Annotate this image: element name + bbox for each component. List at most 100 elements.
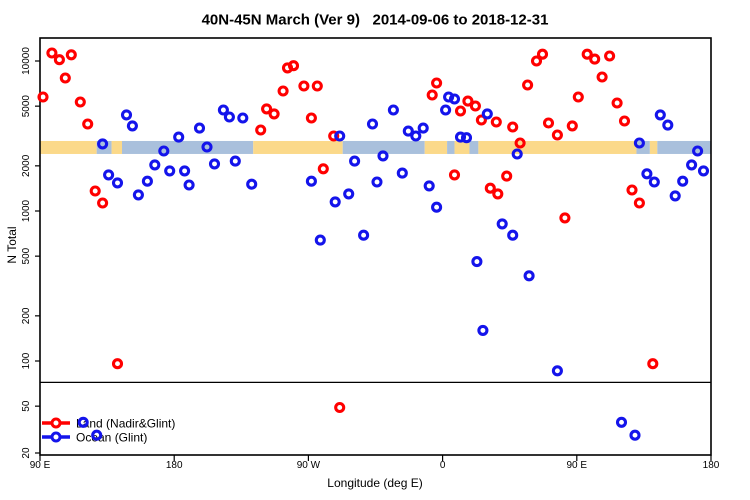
x-tick-label: 90 W: [297, 460, 321, 471]
scatter-point-ocean: [511, 148, 523, 160]
legend-marker-icon: [50, 417, 62, 429]
scatter-point-land: [287, 60, 300, 72]
scatter-point-land: [507, 121, 519, 133]
scatter-point-ocean: [126, 120, 138, 132]
surface-band-ocean: [657, 140, 711, 154]
scatter-point-ocean: [417, 122, 429, 134]
scatter-point-ocean: [633, 137, 645, 149]
scatter-point-land: [492, 188, 504, 200]
scatter-point-land: [334, 401, 346, 414]
scatter-point-ocean: [305, 175, 317, 187]
x-tick-label: 90 E: [30, 460, 51, 471]
scatter-point-ocean: [523, 270, 535, 282]
surface-band-land: [478, 140, 637, 154]
scatter-point-ocean: [615, 416, 628, 428]
scatter-point-land: [647, 358, 659, 370]
scatter-point-ocean: [648, 176, 660, 188]
scatter-point-land: [277, 85, 289, 97]
scatter-point-ocean: [423, 180, 435, 192]
scatter-point-ocean: [334, 130, 346, 142]
scatter-point-ocean: [349, 155, 361, 167]
scatter-point-ocean: [97, 138, 109, 150]
x-tick-label: 180: [166, 460, 183, 471]
surface-band-ocean: [342, 140, 425, 154]
scatter-point-land: [551, 129, 563, 141]
scatter-point-ocean: [629, 429, 641, 441]
scatter-point-land: [604, 50, 616, 62]
scatter-point-land: [89, 185, 101, 197]
scatter-point-land: [536, 48, 549, 60]
scatter-point-ocean: [314, 234, 326, 246]
surface-band-land: [40, 140, 97, 154]
scatter-point-land: [448, 169, 461, 181]
scatter-point-ocean: [77, 416, 89, 428]
legend-marker-icon: [50, 431, 62, 443]
scatter-point-ocean: [111, 177, 124, 189]
scatter-point-ocean: [103, 169, 115, 181]
y-tick-label: 2000: [21, 154, 32, 177]
surface-band-ocean: [447, 140, 455, 154]
y-tick-label: 5000: [21, 95, 32, 118]
y-tick-label: 500: [21, 247, 32, 264]
scatter-point-ocean: [448, 93, 461, 105]
scatter-point-land: [469, 100, 481, 112]
surface-band-ocean: [122, 140, 254, 154]
scatter-point-ocean: [237, 112, 249, 124]
scatter-point-land: [311, 80, 323, 92]
scatter-point-ocean: [677, 175, 689, 187]
scatter-point-ocean: [343, 188, 355, 200]
x-tick-label: 180: [703, 460, 720, 471]
scatter-point-ocean: [179, 165, 191, 177]
scatter-point-ocean: [158, 145, 170, 157]
scatter-point-ocean: [460, 132, 473, 144]
scatter-point-ocean: [164, 165, 176, 177]
scatter-point-land: [462, 95, 474, 107]
scatter-point-land: [514, 137, 526, 149]
scatter-point-ocean: [217, 104, 229, 116]
scatter-point-ocean: [396, 167, 408, 179]
scatter-point-land: [484, 182, 496, 194]
scatter-point-land: [559, 212, 571, 224]
scatter-point-land: [328, 130, 340, 142]
scatter-point-land: [82, 118, 94, 130]
scatter-point-land: [46, 47, 58, 59]
scatter-point-ocean: [402, 125, 414, 137]
scatter-point-land: [490, 116, 502, 128]
scatter-point-land: [255, 124, 267, 136]
scatter-point-land: [566, 120, 578, 132]
y-tick-label: 20: [21, 447, 32, 459]
y-tick-label: 1000: [21, 199, 32, 222]
scatter-point-land: [611, 97, 623, 109]
surface-band-ocean: [469, 140, 479, 154]
scatter-point-ocean: [431, 201, 443, 213]
y-tick-label: 200: [21, 307, 32, 324]
scatter-point-ocean: [329, 196, 341, 208]
scatter-point-land: [522, 79, 534, 91]
scatter-point-land: [633, 197, 645, 209]
x-tick-label: 90 E: [567, 460, 588, 471]
y-tick-label: 100: [21, 352, 32, 369]
y-tick-label: 50: [21, 400, 32, 412]
scatter-point-land: [454, 105, 467, 117]
scatter-point-ocean: [697, 165, 710, 177]
scatter-point-land: [475, 114, 487, 126]
scatter-point-ocean: [132, 189, 144, 201]
scatter-point-ocean: [477, 324, 489, 336]
scatter-point-land: [97, 197, 109, 209]
scatter-point-ocean: [551, 365, 563, 377]
scatter-point-ocean: [120, 109, 133, 121]
scatter-point-land: [317, 163, 329, 175]
scatter-point-ocean: [387, 104, 399, 116]
scatter-point-land: [431, 77, 443, 89]
scatter-point-land: [581, 48, 593, 60]
x-tick-label: 0: [440, 460, 446, 471]
scatter-point-land: [426, 89, 438, 101]
scatter-point-ocean: [223, 111, 235, 123]
scatter-point-ocean: [496, 218, 508, 230]
scatter-point-land: [65, 49, 77, 61]
scatter-point-ocean: [641, 168, 653, 180]
scatter-point-land: [572, 91, 584, 103]
scatter-point-ocean: [173, 131, 185, 143]
scatter-point-land: [589, 53, 601, 65]
